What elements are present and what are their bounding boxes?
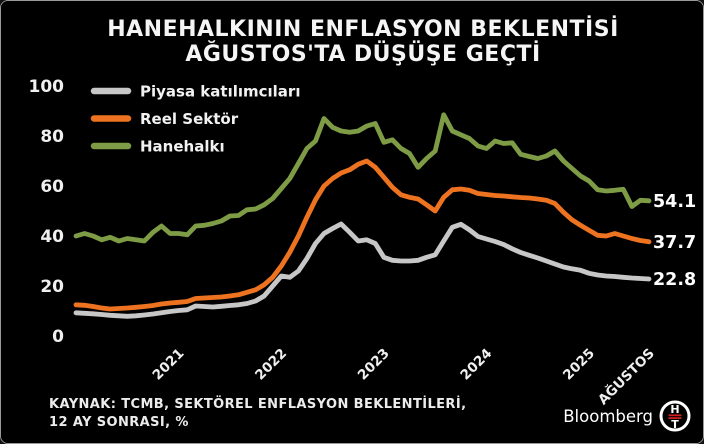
legend-label-reel-sekt-r: Reel Sektör (140, 110, 239, 128)
chart-title-line1: HANEHALKININ ENFLASYON BEKLENTİSİ (107, 16, 619, 42)
series-end-value-piyasa-kat-l-mc-lar: 22.8 (653, 270, 696, 290)
ht-logo-letter-t: T (671, 418, 679, 431)
bloomberg-wordmark: Bloomberg (563, 407, 653, 426)
series-end-labels: 22.8 37.7 54.1 (653, 192, 696, 290)
source-note-line2: 12 AY SONRASI, % (49, 415, 189, 430)
legend-label-hanehalk: Hanehalkı (140, 138, 225, 156)
series-line-piyasa-kat-l-mc-lar (73, 221, 652, 319)
legend-label-piyasa-kat-l-mc-lar: Piyasa katılımcıları (140, 83, 300, 101)
series-end-value-reel-sekt-r: 37.7 (653, 233, 696, 253)
y-tick-label: 0 (52, 327, 64, 347)
y-tick-label: 80 (40, 127, 64, 147)
source-note-line1: KAYNAK: TCMB, SEKTÖREL ENFLASYON BEKLENT… (49, 396, 466, 412)
chart-title-line2: AĞUSTOS'TA DÜŞÜŞE GEÇTİ (185, 41, 540, 67)
y-tick-label: 40 (40, 227, 64, 247)
y-tick-label: 60 (40, 177, 64, 197)
series-line-hanehalk (73, 112, 652, 244)
ht-logo-red-bar (668, 417, 682, 419)
ht-logo-red-bar (668, 414, 682, 417)
y-tick-label: 20 (40, 277, 64, 297)
plot-lines (73, 112, 652, 319)
series-line-reel-sekt-r (73, 158, 652, 312)
chart-legend: Piyasa katılımcıları Reel Sektör Hanehalkı (90, 83, 300, 156)
y-tick-label: 100 (29, 77, 65, 97)
series-end-value-hanehalk: 54.1 (653, 192, 696, 212)
y-axis-labels: 0 20 40 60 80 100 (29, 77, 65, 347)
bloomberg-ht-logo: Bloomberg H T (563, 400, 691, 432)
ht-logo-letter-h: H (670, 403, 679, 416)
